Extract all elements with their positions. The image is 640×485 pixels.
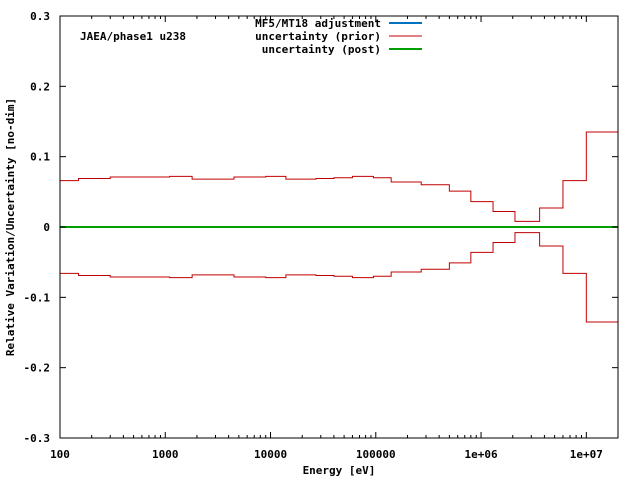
y-tick-label: -0.2 — [24, 362, 51, 375]
legend-label: uncertainty (prior) — [255, 30, 381, 43]
legend-label: MF5/MT18 adjustment — [255, 17, 381, 30]
x-tick-label: 1e+07 — [570, 448, 603, 461]
y-axis-label: Relative Variation/Uncertainty [no-dim] — [4, 98, 17, 356]
series-prior-lower-line — [60, 232, 619, 414]
series-group — [60, 40, 619, 414]
x-axis: 100 1000 10000 100000 1e+06 1e+07 — [50, 16, 619, 461]
y-tick-label: 0.1 — [30, 151, 50, 164]
x-tick-label: 10000 — [254, 448, 287, 461]
x-tick-label: 100 — [50, 448, 70, 461]
y-tick-label: 0.2 — [30, 80, 50, 93]
x-tick-label: 1000 — [152, 448, 179, 461]
x-tick-label: 1e+06 — [464, 448, 497, 461]
y-tick-label: 0.3 — [30, 10, 50, 23]
y-tick-label: -0.3 — [24, 432, 51, 445]
x-axis-label: Energy [eV] — [303, 464, 376, 477]
chart-annotation: JAEA/phase1 u238 — [80, 30, 186, 43]
legend-label: uncertainty (post) — [262, 43, 381, 56]
y-tick-label: 0 — [43, 221, 50, 234]
series-prior-upper-line — [60, 40, 619, 222]
y-tick-label: -0.1 — [24, 291, 51, 304]
y-axis: -0.3 -0.2 -0.1 0 0.1 0.2 0.3 — [24, 10, 618, 445]
x-tick-label: 100000 — [356, 448, 396, 461]
